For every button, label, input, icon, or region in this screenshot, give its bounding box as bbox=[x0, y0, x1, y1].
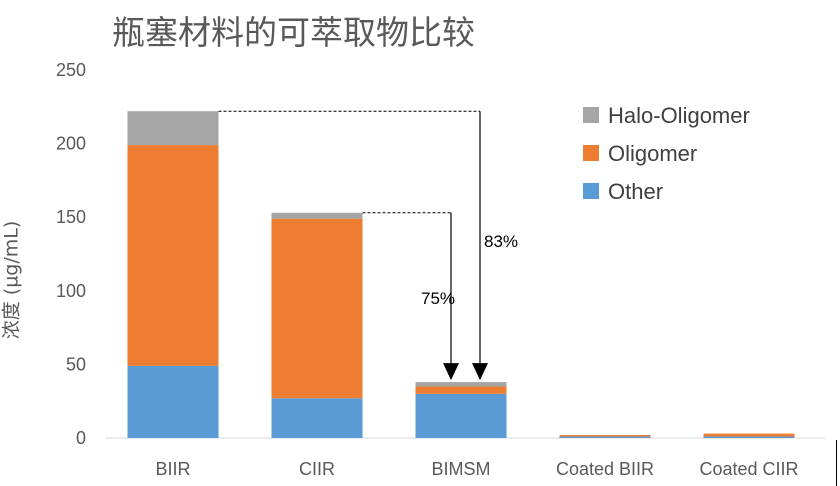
legend-label: Other bbox=[608, 179, 663, 204]
bar-oligomer-bimsm bbox=[415, 386, 507, 394]
x-tick-label: BIIR bbox=[155, 459, 190, 479]
bar-other-coated-ciir bbox=[703, 436, 795, 438]
right-edge-line bbox=[836, 440, 837, 486]
bar-other-coated-biir bbox=[559, 436, 651, 438]
bar-other-ciir bbox=[271, 398, 363, 438]
bar-other-biir bbox=[127, 365, 219, 438]
x-tick-label: Coated BIIR bbox=[556, 459, 654, 479]
x-tick-label: BIMSM bbox=[431, 459, 490, 479]
bar-oligomer-ciir bbox=[271, 218, 363, 399]
bar-oligomer-coated-ciir bbox=[703, 433, 795, 437]
y-tick-label: 50 bbox=[66, 354, 86, 374]
y-tick-label: 150 bbox=[56, 207, 86, 227]
legend-label: Oligomer bbox=[608, 141, 697, 166]
bar-other-bimsm bbox=[415, 393, 507, 438]
annotation-label: 83% bbox=[484, 232, 518, 251]
annotation-arrow-head bbox=[443, 363, 459, 381]
y-tick-label: 100 bbox=[56, 281, 86, 301]
y-tick-label: 0 bbox=[76, 428, 86, 448]
legend-label: Halo-Oligomer bbox=[608, 103, 750, 128]
y-tick-label: 250 bbox=[56, 60, 86, 80]
x-tick-label: Coated CIIR bbox=[699, 459, 798, 479]
y-tick-label: 200 bbox=[56, 134, 86, 154]
legend-swatch bbox=[583, 183, 599, 199]
annotation-arrow-head bbox=[472, 363, 488, 381]
bar-oligomer-coated-biir bbox=[559, 435, 651, 437]
legend-swatch bbox=[583, 145, 599, 161]
x-tick-label: CIIR bbox=[299, 459, 335, 479]
bar-halo-oligomer-ciir bbox=[271, 212, 363, 219]
chart-title: 瓶塞材料的可萃取物比较 bbox=[112, 13, 475, 52]
annotation-label: 75% bbox=[421, 289, 455, 308]
bar-halo-oligomer-bimsm bbox=[415, 382, 507, 387]
bar-halo-oligomer-biir bbox=[127, 111, 219, 146]
bar-oligomer-biir bbox=[127, 145, 219, 366]
legend-swatch bbox=[583, 107, 599, 123]
